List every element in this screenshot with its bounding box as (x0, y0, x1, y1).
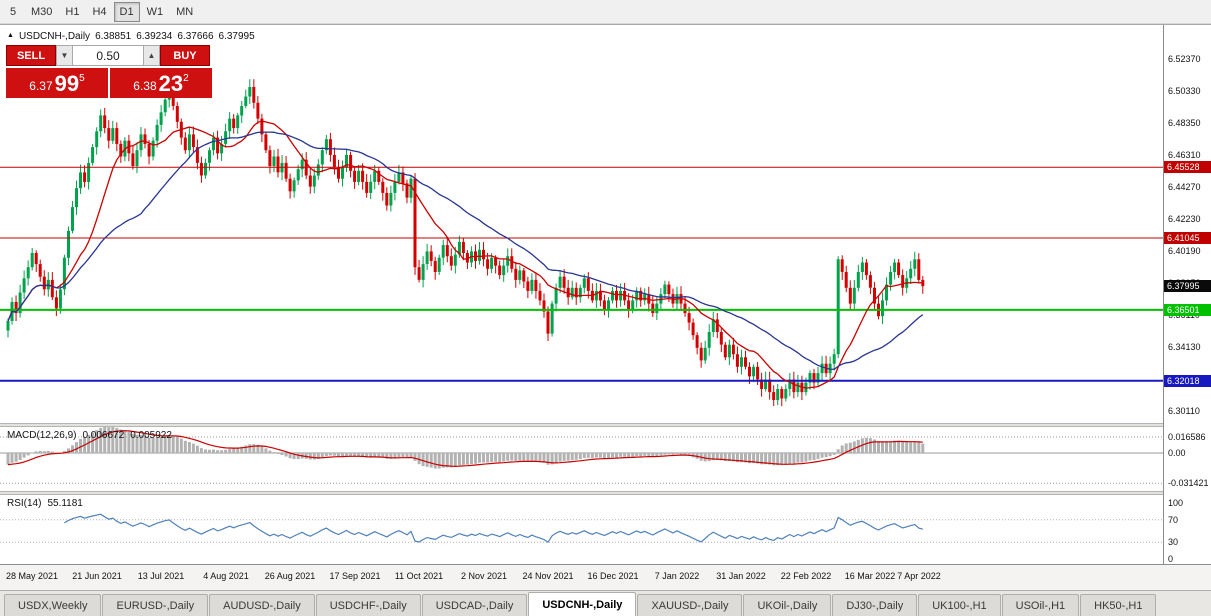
date-label: 26 Aug 2021 (264, 571, 316, 581)
price-line-label: 6.32018 (1164, 375, 1211, 387)
rsi-axis-tick: 70 (1168, 515, 1179, 525)
price-tick: 6.50330 (1168, 86, 1201, 96)
macd-panel[interactable] (0, 427, 1163, 491)
rsi-value: 55.1181 (47, 498, 83, 509)
candlestick-chart[interactable] (0, 25, 1163, 423)
tab-usoil-h1[interactable]: USOil-,H1 (1001, 594, 1080, 616)
price-tick: 6.44270 (1168, 182, 1201, 192)
buy-price-sup: 2 (183, 73, 189, 84)
chart-open: 6.38851 (95, 31, 132, 42)
symbol-tab-bar: USDX,Weekly EURUSD-,Daily AUDUSD-,Daily USD… (0, 590, 1211, 616)
price-line-label: 6.41045 (1164, 232, 1211, 244)
buy-price-big: 23 (158, 71, 184, 96)
price-tick: 6.48350 (1168, 118, 1201, 128)
sell-price-big: 99 (54, 71, 80, 96)
timeframe-toolbar: 5 M30 H1 H4 D1 W1 MN (0, 0, 1211, 24)
price-line-label: 6.36501 (1164, 304, 1211, 316)
timeframe-d1[interactable]: D1 (113, 1, 140, 22)
date-label: 7 Jan 2022 (654, 571, 700, 581)
timeframe-mn[interactable]: MN (176, 5, 194, 18)
price-tick: 6.42230 (1168, 214, 1201, 224)
date-label: 22 Feb 2022 (780, 571, 832, 581)
sell-price-main: 6.37 (29, 79, 53, 93)
volume-input[interactable] (73, 45, 143, 66)
tab-hk50-h1[interactable]: HK50-,H1 (1080, 594, 1157, 616)
macd-axis-tick: -0.031421 (1168, 478, 1209, 488)
tab-dj30-daily[interactable]: DJ30-,Daily (832, 594, 918, 616)
price-tick: 6.52370 (1168, 54, 1201, 64)
date-label: 11 Oct 2021 (394, 571, 444, 581)
sell-price-sup: 5 (79, 73, 85, 84)
panel-divider[interactable] (0, 423, 1211, 427)
chart-window: ▲ USDCNH-,Daily 6.38851 6.39234 6.37666 … (0, 24, 1211, 565)
macd-value: 0.006672 (82, 430, 125, 441)
rsi-axis-tick: 30 (1168, 537, 1179, 547)
chart-symbol: USDCNH-,Daily (18, 31, 91, 42)
tab-eurusd-daily[interactable]: EURUSD-,Daily (102, 594, 209, 616)
volume-increase-button[interactable]: ▲ (143, 45, 160, 66)
volume-decrease-button[interactable]: ▼ (56, 45, 73, 66)
price-tick: 6.34130 (1168, 342, 1201, 352)
tab-usdcad-daily[interactable]: USDCAD-,Daily (421, 594, 528, 616)
date-label: 2 Nov 2021 (460, 571, 508, 581)
date-label: 13 Jul 2021 (137, 571, 185, 581)
tab-ukoil-daily[interactable]: UKOil-,Daily (743, 594, 832, 616)
chart-header: ▲ USDCNH-,Daily 6.38851 6.39234 6.37666 … (7, 31, 255, 42)
chart-close: 6.37995 (218, 31, 255, 42)
sell-button[interactable]: SELL (6, 45, 56, 66)
price-tick: 6.30110 (1168, 406, 1200, 416)
rsi-axis-tick: 0 (1168, 554, 1174, 564)
date-label: 28 May 2021 (5, 571, 59, 581)
price-tick: 6.40190 (1168, 246, 1201, 256)
tab-usdcnh-daily[interactable]: USDCNH-,Daily (528, 592, 637, 616)
tab-usdx-weekly[interactable]: USDX,Weekly (4, 594, 102, 616)
tab-audusd-daily[interactable]: AUDUSD-,Daily (209, 594, 315, 616)
macd-name: MACD(12,26,9) (7, 430, 77, 441)
chart-high: 6.39234 (136, 31, 173, 42)
date-label: 4 Aug 2021 (203, 571, 249, 581)
symbol-marker-icon: ▲ (7, 32, 14, 39)
timeframe-h1[interactable]: H1 (65, 5, 80, 18)
date-label: 17 Sep 2021 (329, 571, 381, 581)
date-label: 16 Mar 2022 (844, 571, 896, 581)
panel-divider[interactable] (0, 491, 1211, 495)
time-axis[interactable]: 28 May 2021 21 Jun 2021 13 Jul 2021 4 Aug 2… (0, 564, 1211, 590)
date-label: 21 Jun 2021 (72, 571, 122, 581)
date-label: 24 Nov 2021 (522, 571, 574, 581)
date-label: 7 Apr 2022 (897, 571, 941, 581)
chart-low: 6.37666 (177, 31, 214, 42)
current-price-label: 6.37995 (1164, 280, 1211, 292)
date-label: 31 Jan 2022 (716, 571, 766, 581)
tab-usdchf-daily[interactable]: USDCHF-,Daily (315, 594, 421, 616)
buy-price-display[interactable]: 6.38 23 2 (110, 68, 212, 98)
date-label: 16 Dec 2021 (587, 571, 639, 581)
timeframe-5[interactable]: 5 (9, 5, 17, 18)
tab-xauusd-daily[interactable]: XAUUSD-,Daily (637, 594, 743, 616)
rsi-axis-tick: 100 (1168, 498, 1184, 508)
rsi-panel[interactable] (0, 495, 1163, 565)
rsi-label: RSI(14) 55.1181 (7, 498, 83, 509)
sell-price-display[interactable]: 6.37 99 5 (6, 68, 108, 98)
one-click-trade-panel: SELL ▼ ▲ BUY 6.37 99 5 6.38 23 2 (6, 45, 212, 98)
timeframe-m30[interactable]: M30 (31, 5, 53, 18)
tab-uk100-h1[interactable]: UK100-,H1 (918, 594, 1001, 616)
macd-axis-tick: 0.016586 (1168, 432, 1206, 442)
rsi-name: RSI(14) (7, 498, 42, 509)
timeframe-w1[interactable]: W1 (146, 5, 164, 18)
price-axis[interactable]: 6.52370 6.50330 6.48350 6.46310 6.44270 6.422… (1163, 25, 1211, 565)
timeframe-h4[interactable]: H4 (92, 5, 107, 18)
macd-signal-value: 0.005922 (130, 430, 172, 441)
buy-button[interactable]: BUY (160, 45, 210, 66)
buy-price-main: 6.38 (133, 79, 157, 93)
price-tick: 6.46310 (1168, 150, 1201, 160)
macd-label: MACD(12,26,9) 0.006672 0.005922 (7, 430, 172, 441)
macd-axis-tick: 0.00 (1168, 448, 1186, 458)
price-line-label: 6.45528 (1164, 161, 1211, 173)
